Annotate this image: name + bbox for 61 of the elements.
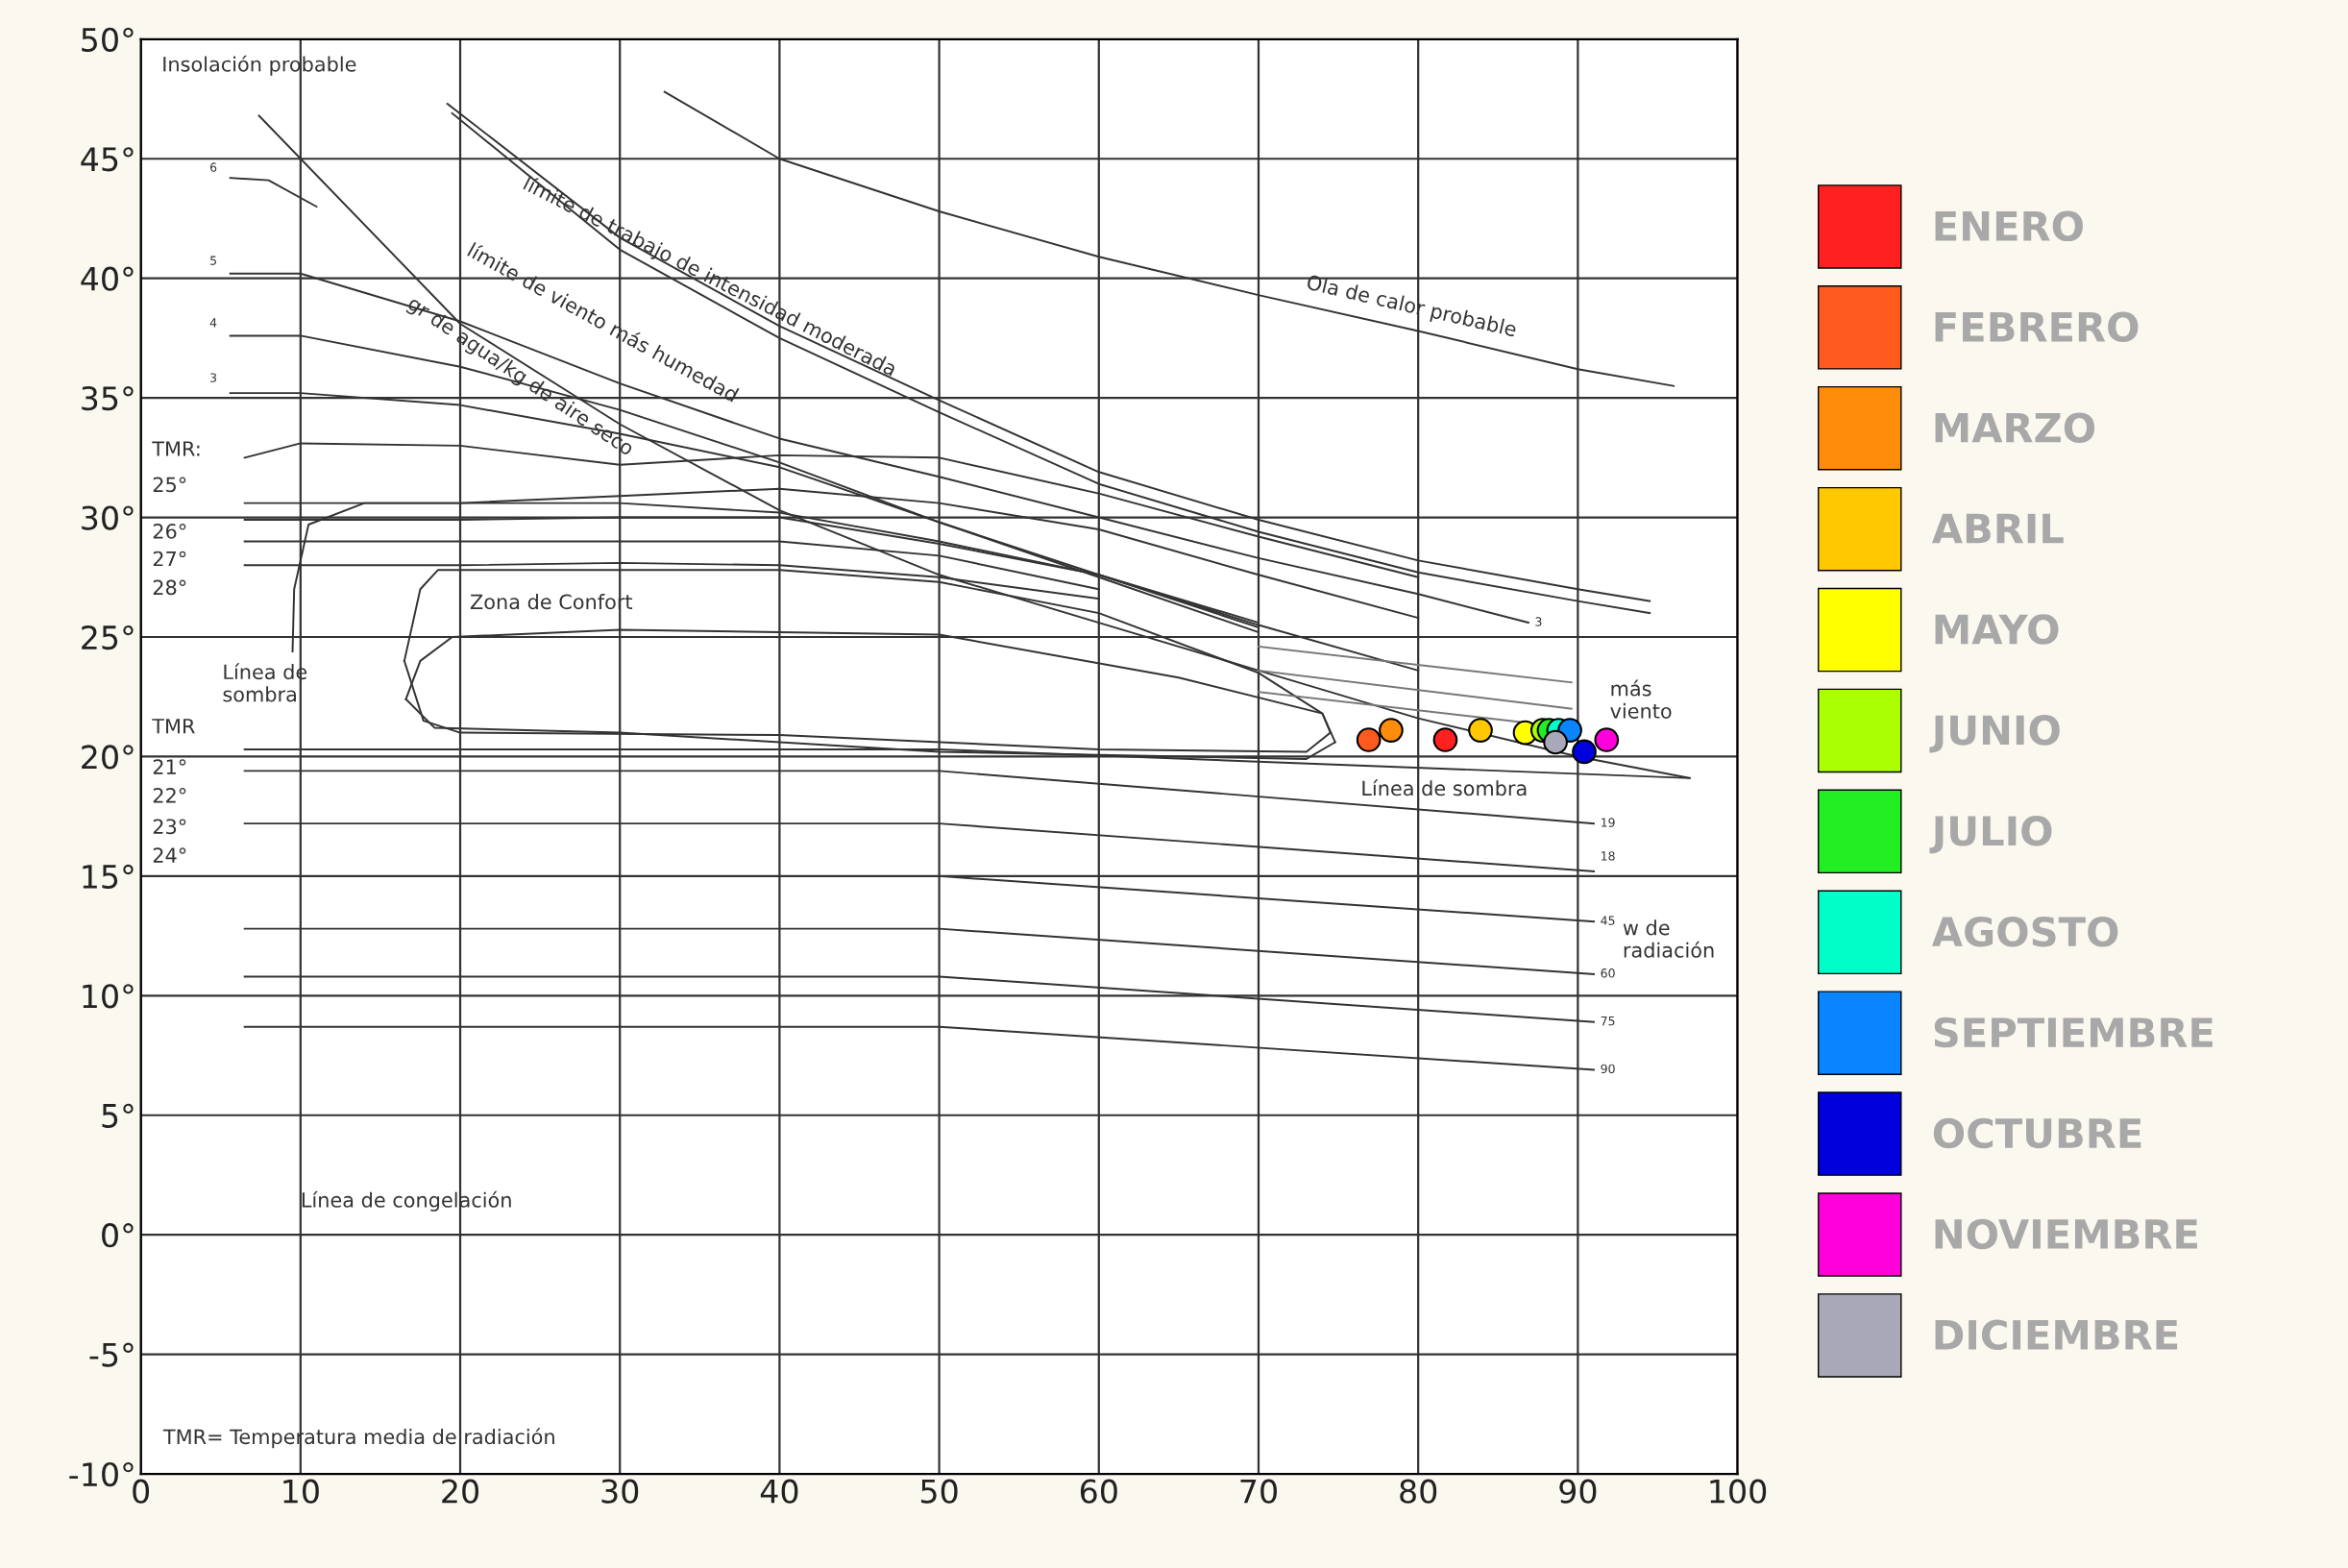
y-tick-label: 45° — [81, 147, 134, 172]
x-tick-label: 80 — [1400, 1479, 1437, 1504]
legend-label: MAYO — [1935, 614, 2059, 645]
legend-label: MARZO — [1935, 412, 2095, 443]
x-tick-label: 40 — [760, 1479, 798, 1504]
y-tick-label: 40° — [81, 266, 134, 291]
x-tick-label: 30 — [601, 1479, 639, 1504]
y-tick-label: 35° — [82, 386, 134, 411]
annotation: 23° — [153, 819, 186, 835]
annotation: 21° — [153, 759, 186, 774]
legend-label: FEBRERO — [1935, 311, 2139, 342]
x-tick-label: 70 — [1240, 1479, 1277, 1504]
annotation: 3 — [1535, 617, 1542, 626]
y-tick-label: 0° — [102, 1223, 134, 1248]
annotation: 5 — [210, 256, 216, 265]
annotation: más viento — [1610, 679, 1672, 719]
annotation: 24° — [153, 847, 186, 863]
annotation: 25° — [153, 477, 186, 493]
annotation: 27° — [153, 551, 186, 567]
annotation: TMR — [152, 719, 195, 734]
annotation: 4 — [209, 318, 217, 328]
legend-label: NOVIEMBRE — [1935, 1218, 2197, 1250]
legend-label: SEPTIEMBRE — [1934, 1017, 2213, 1048]
annotation: 75 — [1601, 1017, 1615, 1026]
annotation: 45 — [1601, 916, 1615, 925]
x-tick-label: 20 — [442, 1479, 479, 1504]
annotation: Línea de sombra — [1362, 779, 1527, 796]
y-tick-label: 30° — [82, 505, 134, 530]
legend-label: ABRIL — [1931, 513, 2064, 544]
annotation: w de radiación — [1623, 919, 1714, 958]
annotation: 6 — [209, 162, 217, 172]
annotation: 19 — [1602, 818, 1615, 827]
y-tick-label: -5° — [89, 1342, 134, 1367]
legend-label: OCTUBRE — [1933, 1117, 2141, 1149]
y-tick-label: 25° — [82, 625, 134, 650]
x-tick-label: 10 — [283, 1479, 319, 1504]
x-tick-label: 100 — [1710, 1479, 1767, 1504]
y-tick-label: 15° — [83, 864, 134, 890]
x-tick-label: 90 — [1559, 1479, 1597, 1504]
legend-label: JUNIO — [1929, 715, 2060, 753]
annotation: 60 — [1601, 968, 1615, 978]
legend-label: DICIEMBRE — [1935, 1319, 2178, 1351]
legend-label: JULIO — [1929, 816, 2052, 854]
y-tick-label: 10° — [83, 984, 134, 1009]
y-tick-label: 20° — [82, 745, 134, 770]
y-tick-label: 5° — [102, 1103, 134, 1128]
legend-label: ENERO — [1935, 210, 2083, 242]
y-tick-label: 50° — [82, 27, 134, 52]
annotation: 22° — [153, 788, 186, 803]
annotation: 26° — [153, 524, 186, 539]
annotation: 18 — [1602, 851, 1615, 861]
x-tick-label: 50 — [920, 1479, 958, 1504]
annotation: Ola de calor probable — [1305, 274, 1518, 341]
legend-label: AGOSTO — [1931, 916, 2118, 947]
x-tick-label: 60 — [1080, 1479, 1117, 1504]
y-tick-label: -10° — [69, 1462, 134, 1487]
annotation: 90 — [1601, 1064, 1615, 1074]
annotation: TMR: — [152, 441, 200, 456]
x-tick-label: 0 — [133, 1479, 150, 1504]
annotation: 28° — [153, 579, 186, 596]
annotation: 3 — [210, 373, 217, 382]
